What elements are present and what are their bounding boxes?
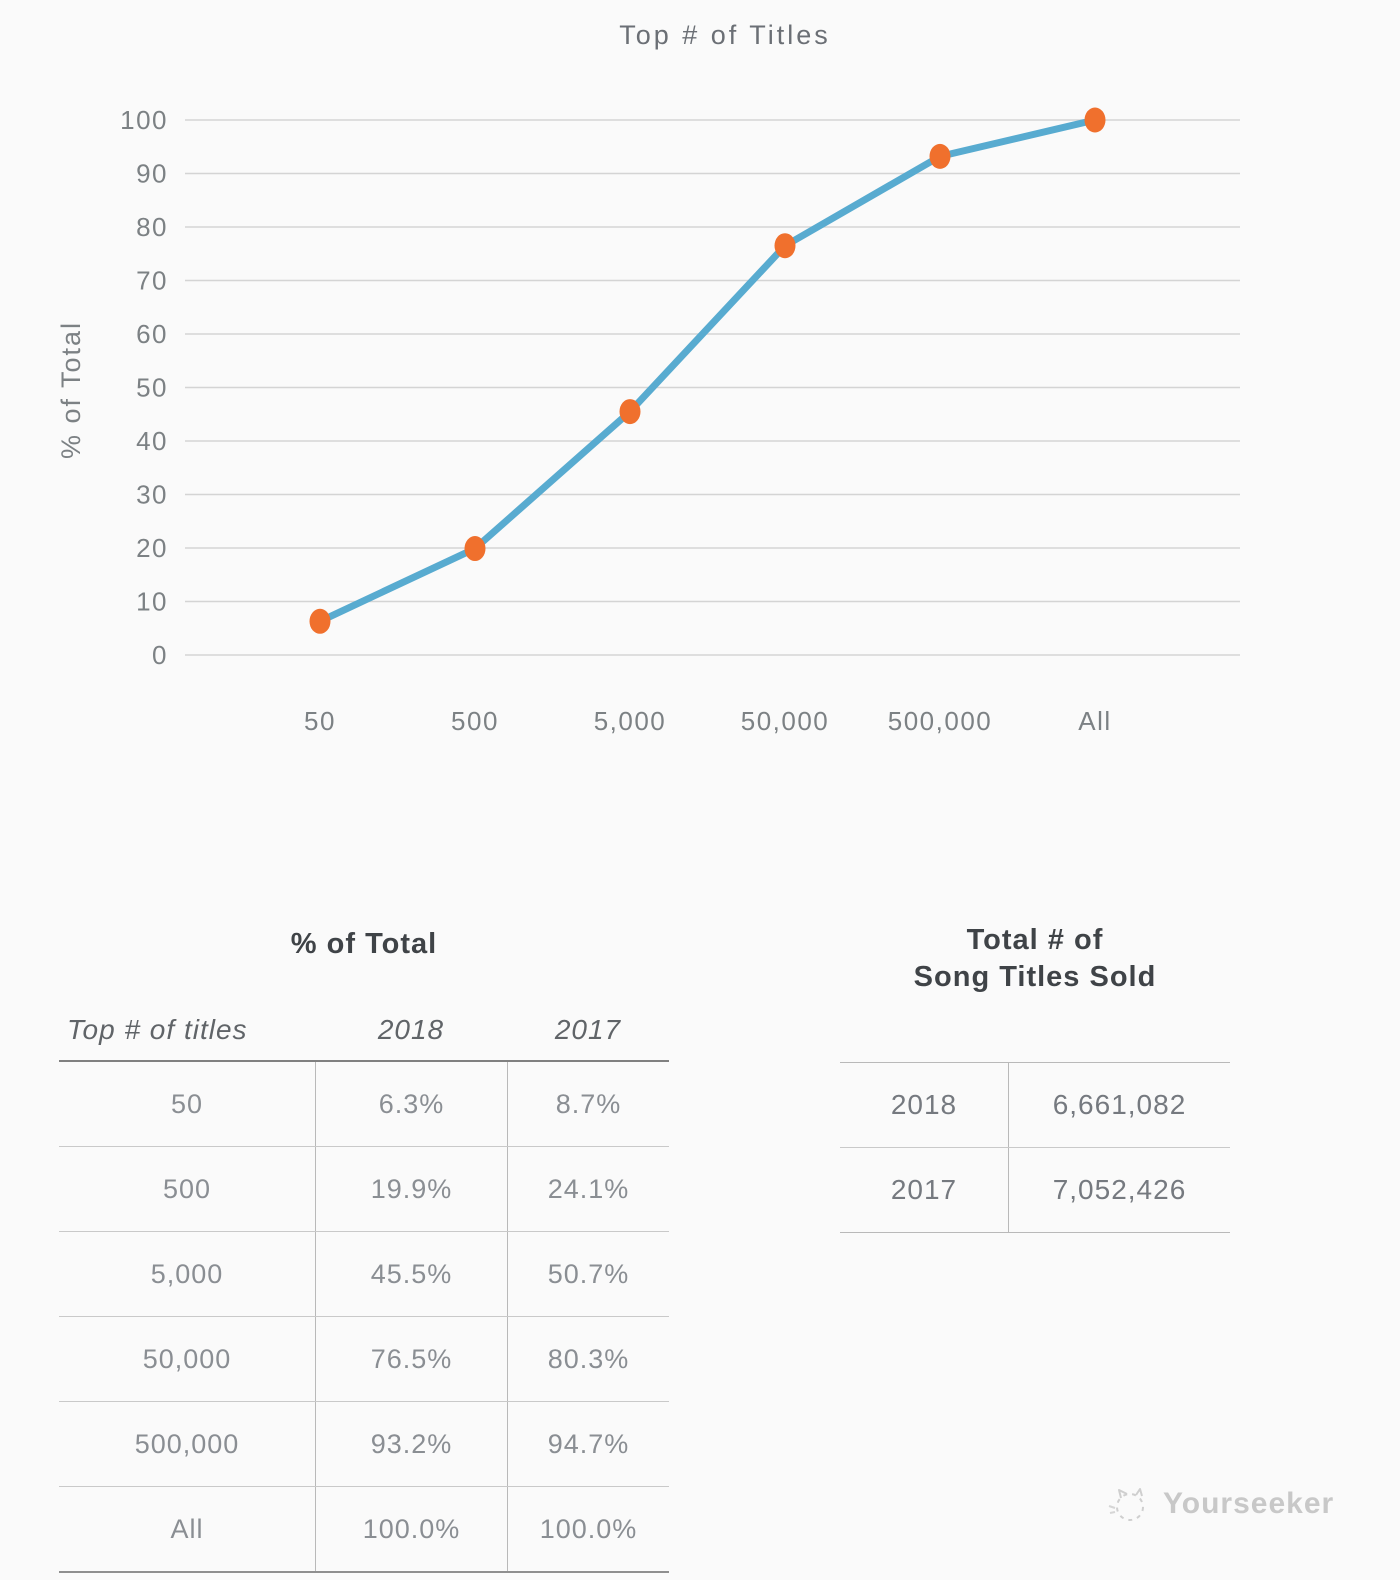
column-header-2017: 2017 — [554, 1014, 622, 1045]
year-label: 2017 — [890, 1174, 958, 1205]
pct-table-title: % of Total — [290, 928, 438, 960]
value-2018: 100.0% — [315, 1487, 507, 1571]
total-value: 7,052,426 — [1008, 1148, 1230, 1232]
value-2018: 93.2% — [315, 1402, 507, 1486]
chart-title: Top # of Titles — [619, 20, 831, 50]
row-label: 500,000 — [134, 1428, 240, 1459]
y-tick-label: 90 — [136, 159, 168, 189]
pct-table-header-row: Top # of titles 2018 2017 — [59, 1000, 669, 1062]
total-value: 6,661,082 — [1008, 1063, 1230, 1147]
data-point — [464, 536, 486, 562]
column-header-2018: 2018 — [377, 1014, 445, 1045]
y-tick-label: 80 — [136, 212, 168, 242]
value-2017: 50.7% — [507, 1232, 669, 1316]
y-tick-label: 10 — [136, 587, 168, 617]
value-2018: 76.5% — [315, 1317, 507, 1401]
row-label: All — [170, 1513, 204, 1544]
series-line — [316, 116, 1099, 625]
y-tick-label: 30 — [136, 480, 168, 510]
value-2017: 80.3% — [507, 1317, 669, 1401]
data-point — [929, 143, 951, 169]
y-tick-label: 40 — [136, 426, 168, 456]
watermark-label: Yourseeker — [1163, 1487, 1335, 1520]
yourseeker-logo-icon — [1108, 1488, 1144, 1521]
row-label: 50 — [170, 1088, 204, 1119]
data-point — [774, 233, 796, 259]
totals-table-title: Total # of Song Titles Sold — [840, 922, 1230, 996]
value-2017: 8.7% — [507, 1062, 669, 1146]
row-label: 500 — [162, 1173, 212, 1204]
watermark: Yourseeker — [1105, 1480, 1334, 1528]
totals-table-title-line1: Total # of — [966, 924, 1104, 956]
y-tick-label: 70 — [136, 266, 168, 296]
x-tick-label: All — [1078, 706, 1111, 736]
y-tick-label: 50 — [136, 373, 168, 403]
value-2017: 94.7% — [507, 1402, 669, 1486]
table-row: 2018 6,661,082 — [840, 1063, 1230, 1147]
table-row: All 100.0% 100.0% — [59, 1487, 669, 1573]
data-point — [309, 608, 331, 634]
table-row: 50 6.3% 8.7% — [59, 1062, 669, 1147]
table-row: 50,000 76.5% 80.3% — [59, 1317, 669, 1402]
table-row: 500,000 93.2% 94.7% — [59, 1402, 669, 1487]
data-point — [1084, 107, 1106, 133]
table-row: 500 19.9% 24.1% — [59, 1147, 669, 1232]
pct-of-total-table: Top # of titles 2018 2017 50 6.3% 8.7% 5… — [59, 1000, 669, 1573]
value-2018: 19.9% — [315, 1147, 507, 1231]
y-tick-label: 0 — [152, 640, 168, 670]
value-2017: 24.1% — [507, 1147, 669, 1231]
song-titles-sold-table: 2018 6,661,082 2017 7,052,426 — [840, 1062, 1230, 1233]
row-label: 5,000 — [150, 1258, 224, 1289]
x-tick-label: 50,000 — [741, 706, 830, 736]
y-tick-label: 20 — [136, 533, 168, 563]
x-tick-label: 500 — [451, 706, 499, 736]
column-header-top-titles: Top # of titles — [67, 1014, 248, 1045]
y-tick-label: 60 — [136, 319, 168, 349]
row-label: 50,000 — [142, 1343, 232, 1374]
line-chart: 0 10 20 30 40 50 60 70 80 90 100 50 500 5,000 50,000 50… — [120, 105, 1240, 736]
x-tick-label: 500,000 — [888, 706, 992, 736]
totals-table-title-line2: Song Titles Sold — [913, 961, 1157, 993]
table-row: 5,000 45.5% 50.7% — [59, 1232, 669, 1317]
y-tick-label: 100 — [120, 105, 168, 135]
x-tick-label: 50 — [304, 706, 336, 736]
value-2018: 45.5% — [315, 1232, 507, 1316]
value-2018: 6.3% — [315, 1062, 507, 1146]
table-row: 2017 7,052,426 — [840, 1147, 1230, 1232]
year-label: 2018 — [890, 1089, 958, 1120]
value-2017: 100.0% — [507, 1487, 669, 1571]
x-tick-label: 5,000 — [594, 706, 667, 736]
data-point — [619, 399, 641, 425]
